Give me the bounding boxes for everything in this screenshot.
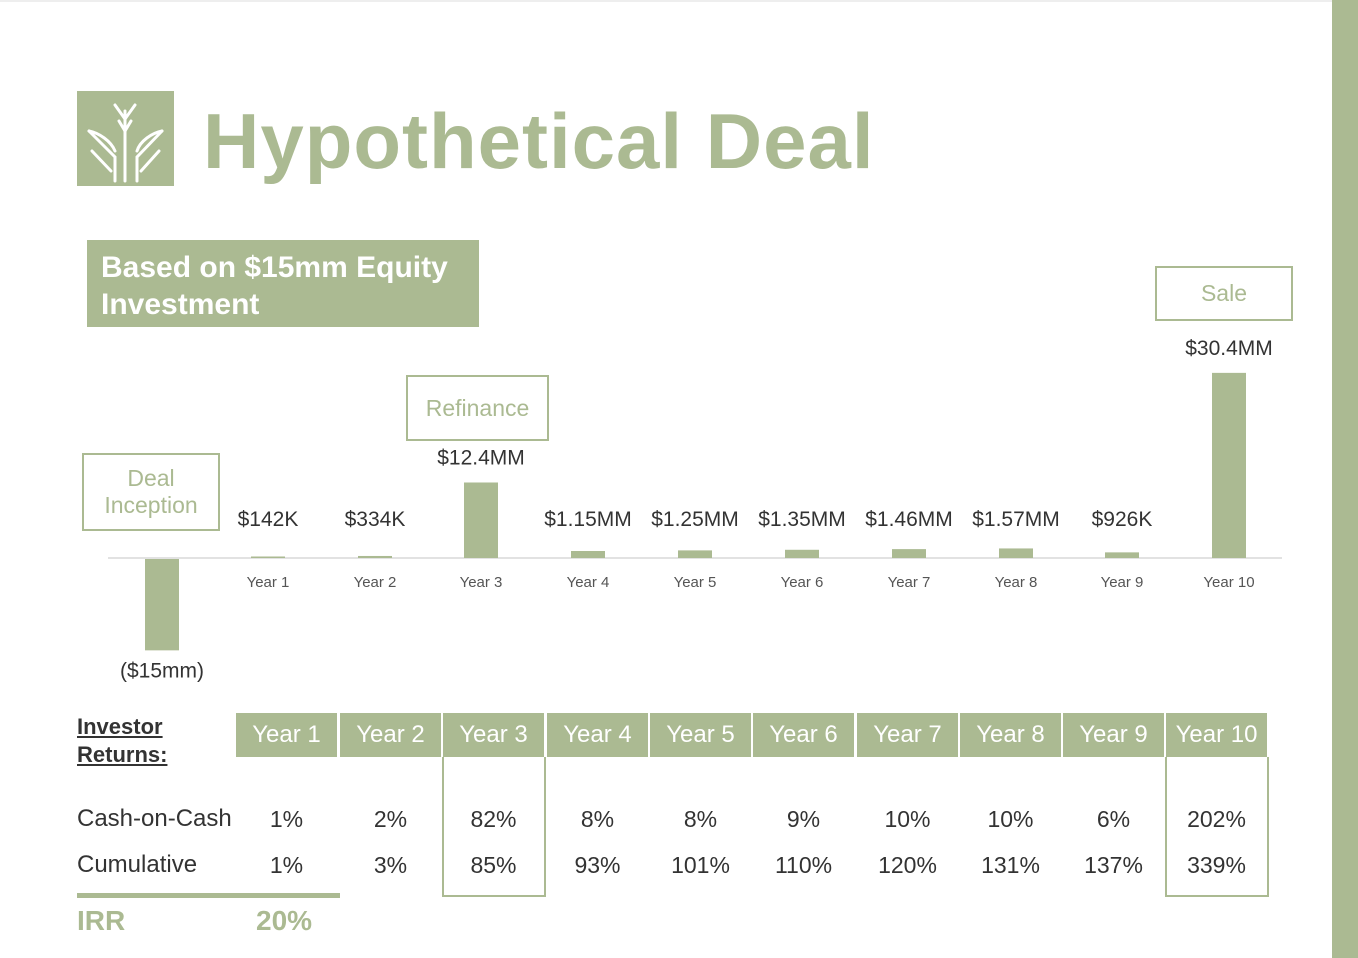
- returns-header-year-5: Year 5: [650, 713, 751, 757]
- cash-on-cash-year-6: 9%: [786, 806, 821, 832]
- cumulative-year-6: 110%: [774, 852, 833, 878]
- data-label-year-6: $1.35MM: [758, 508, 846, 531]
- x-tick-label-year-4: Year 4: [567, 574, 610, 591]
- data-label-year-1: $142K: [238, 508, 299, 531]
- year-10-highlight: [1165, 757, 1269, 897]
- refinance-callout: Refinance: [406, 375, 549, 441]
- cash-on-cash-year-7: 10%: [884, 806, 931, 832]
- deal-inception-callout: Deal Inception: [82, 453, 220, 531]
- returns-header-year-1: Year 1: [236, 713, 337, 757]
- returns-header-year-9: Year 9: [1063, 713, 1164, 757]
- data-label-inception: ($15mm): [120, 659, 204, 682]
- data-label-year-7: $1.46MM: [865, 508, 953, 531]
- cash-on-cash-year-4: 8%: [580, 806, 615, 832]
- cumulative-year-9: 137%: [1084, 852, 1143, 878]
- irr-divider: [77, 893, 340, 898]
- cash-flow-chart: ($15mm) $142K Year 1 $334K Year 2 $12.4MM Year…: [108, 337, 1282, 682]
- cash-on-cash-year-1: 1%: [269, 806, 304, 832]
- top-rule: [0, 0, 1332, 2]
- bar-year-10: [1212, 372, 1246, 558]
- x-tick-label-year-9: Year 9: [1101, 574, 1144, 591]
- x-tick-label-year-1: Year 1: [247, 574, 290, 591]
- returns-header-year-2: Year 2: [340, 713, 441, 757]
- returns-header-year-6: Year 6: [753, 713, 854, 757]
- data-label-year-4: $1.15MM: [544, 508, 632, 531]
- cumulative-year-8: 131%: [981, 852, 1040, 878]
- cumulative-label: Cumulative: [77, 851, 198, 878]
- bar-year-4: [571, 550, 605, 558]
- returns-header-year-8: Year 8: [960, 713, 1061, 757]
- cumulative-year-1: 1%: [269, 852, 304, 878]
- cash-on-cash-year-8: 10%: [987, 806, 1034, 832]
- bar-year-1: [251, 556, 285, 558]
- subtitle-banner: Based on $15mm Equity Investment: [87, 240, 479, 327]
- returns-header-year-3: Year 3: [443, 713, 544, 757]
- data-label-year-9: $926K: [1092, 508, 1153, 531]
- deal-inception-line-1: Deal: [127, 465, 175, 491]
- bar-year-2: [358, 555, 392, 558]
- subtitle-line-2: Investment: [101, 288, 260, 321]
- cumulative-year-5: 101%: [671, 852, 730, 878]
- returns-header-year-10: Year 10: [1166, 713, 1267, 757]
- bar-year-8: [999, 548, 1033, 558]
- page-title: Hypothetical Deal: [203, 97, 875, 185]
- bar-year-7: [892, 549, 926, 558]
- wheat-sprout-icon: [77, 91, 174, 186]
- bar-year-6: [785, 549, 819, 558]
- returns-header-year-7: Year 7: [857, 713, 958, 757]
- cash-on-cash-year-9: 6%: [1096, 806, 1131, 832]
- side-accent-bar: [1332, 0, 1358, 958]
- cash-on-cash-label: Cash-on-Cash: [77, 805, 232, 832]
- cash-on-cash-year-5: 8%: [683, 806, 718, 832]
- x-tick-label-year-7: Year 7: [888, 574, 931, 591]
- subtitle-line-1: Based on $15mm Equity: [101, 251, 448, 284]
- x-tick-label-year-6: Year 6: [781, 574, 824, 591]
- x-tick-label-year-10: Year 10: [1203, 574, 1254, 591]
- cash-on-cash-year-3: 82%: [470, 806, 517, 832]
- investor-returns-line-2: Returns:: [77, 742, 168, 767]
- data-label-year-5: $1.25MM: [651, 508, 739, 531]
- data-label-year-3: $12.4MM: [437, 446, 525, 469]
- x-tick-label-year-8: Year 8: [995, 574, 1038, 591]
- investor-returns-line-1: Investor: [77, 714, 163, 739]
- irr-label: IRR: [77, 905, 126, 936]
- cash-on-cash-year-10: 202%: [1187, 806, 1246, 832]
- cumulative-year-7: 120%: [878, 852, 937, 878]
- irr-value: 20%: [256, 905, 313, 936]
- data-label-year-8: $1.57MM: [972, 508, 1060, 531]
- bar-year-3: [464, 482, 498, 558]
- deal-inception-line-2: Inception: [104, 492, 198, 518]
- cumulative-year-3: 85%: [470, 852, 517, 878]
- x-tick-label-year-5: Year 5: [674, 574, 717, 591]
- bar-year-5: [678, 550, 712, 558]
- cash-on-cash-year-2: 2%: [373, 806, 408, 832]
- investor-returns-label: Investor Returns:: [77, 713, 167, 769]
- bar-year-9: [1105, 552, 1139, 558]
- x-tick-label-year-2: Year 2: [354, 574, 397, 591]
- x-tick-label-year-3: Year 3: [460, 574, 503, 591]
- year-3-highlight: [442, 757, 546, 897]
- returns-header-year-4: Year 4: [547, 713, 648, 757]
- sale-callout: Sale: [1155, 266, 1293, 321]
- bar-inception: [145, 559, 179, 651]
- cumulative-year-10: 339%: [1187, 852, 1246, 878]
- data-label-year-2: $334K: [345, 508, 406, 531]
- cumulative-year-2: 3%: [373, 852, 408, 878]
- data-label-year-10: $30.4MM: [1185, 337, 1273, 360]
- cumulative-year-4: 93%: [574, 852, 621, 878]
